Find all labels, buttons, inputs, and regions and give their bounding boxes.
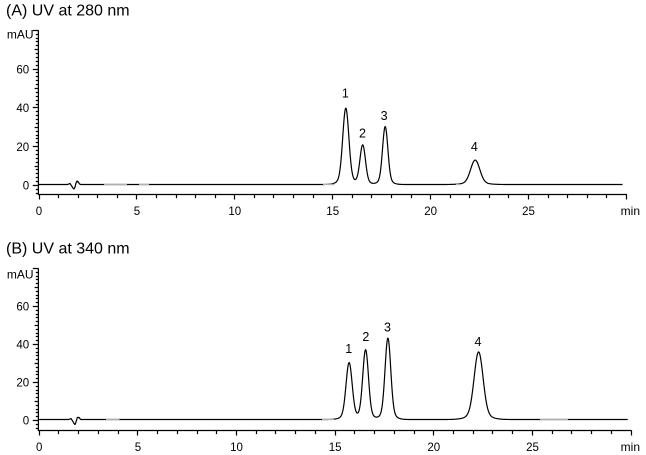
svg-text:20: 20 <box>16 378 29 390</box>
svg-text:1: 1 <box>342 87 349 101</box>
svg-text:0: 0 <box>36 442 42 454</box>
svg-text:2: 2 <box>359 127 366 141</box>
svg-text:0: 0 <box>23 181 29 193</box>
svg-text:25: 25 <box>526 442 539 454</box>
svg-text:20: 20 <box>424 206 437 218</box>
svg-text:4: 4 <box>475 335 482 349</box>
svg-text:60: 60 <box>16 302 29 314</box>
svg-text:20: 20 <box>16 142 29 154</box>
svg-text:3: 3 <box>381 109 388 123</box>
svg-text:2: 2 <box>362 330 369 344</box>
svg-text:min: min <box>621 440 640 454</box>
svg-text:(A) UV at 280 nm: (A) UV at 280 nm <box>6 3 130 20</box>
svg-text:mAU: mAU <box>7 267 34 281</box>
svg-text:4: 4 <box>471 140 478 154</box>
svg-text:min: min <box>621 204 640 218</box>
svg-text:mAU: mAU <box>7 27 34 41</box>
svg-text:10: 10 <box>228 206 241 218</box>
svg-text:1: 1 <box>345 342 352 356</box>
svg-text:(B) UV at 340 nm: (B) UV at 340 nm <box>6 240 130 257</box>
svg-text:15: 15 <box>326 206 339 218</box>
svg-text:20: 20 <box>427 442 440 454</box>
svg-text:40: 40 <box>16 103 29 115</box>
svg-text:15: 15 <box>329 442 342 454</box>
svg-text:5: 5 <box>134 206 140 218</box>
svg-text:40: 40 <box>16 340 29 352</box>
svg-text:25: 25 <box>522 206 535 218</box>
svg-text:10: 10 <box>230 442 243 454</box>
svg-text:0: 0 <box>23 416 29 428</box>
svg-text:0: 0 <box>36 206 42 218</box>
svg-text:60: 60 <box>16 64 29 76</box>
svg-text:3: 3 <box>384 321 391 335</box>
svg-text:5: 5 <box>135 442 141 454</box>
